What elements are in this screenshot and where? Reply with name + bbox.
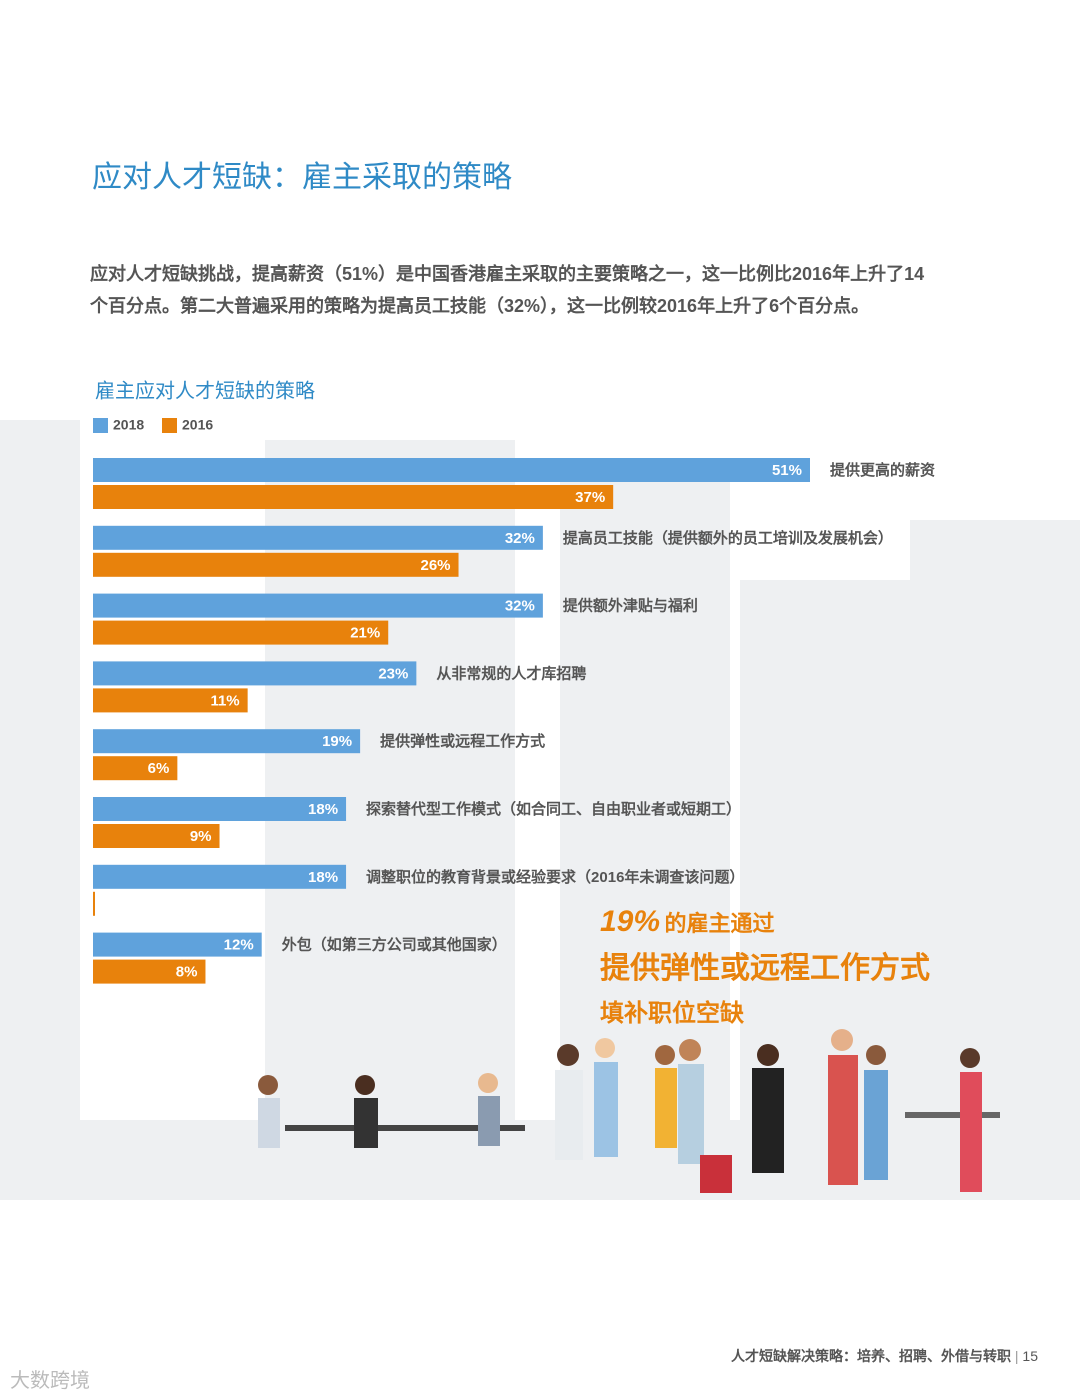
footer-text: 人才短缺解决策略：培养、招聘、外借与转职: [731, 1348, 1011, 1364]
intro-paragraph: 应对人才短缺挑战，提高薪资（51%）是中国香港雇主采取的主要策略之一，这一比例比…: [90, 264, 925, 316]
chart-title: 雇主应对人才短缺的策略: [95, 379, 315, 402]
legend-label: 2016: [182, 417, 213, 433]
category-label: 调整职位的教育背景或经验要求（2016年未调查该问题）: [366, 868, 744, 886]
value-label: 26%: [420, 557, 450, 574]
people-illustration: [258, 1029, 1000, 1193]
bar: [93, 729, 361, 754]
bar: [93, 552, 459, 577]
value-label: 8%: [176, 964, 198, 981]
value-label: 32%: [505, 598, 535, 615]
value-label: 21%: [350, 625, 380, 642]
bar: [93, 797, 347, 821]
callout-text: 提供弹性或远程工作方式: [600, 952, 930, 985]
bar: [93, 864, 347, 889]
value-label: 32%: [505, 530, 535, 547]
background-buildings: [0, 420, 1080, 1200]
callout-text: 填补职位空缺: [600, 1000, 744, 1027]
bar: [93, 824, 220, 848]
bar: [93, 688, 248, 713]
footer: 人才短缺解决策略：培养、招聘、外借与转职 | 15: [731, 1348, 1038, 1364]
category-label: 外包（如第三方公司或其他国家）: [281, 936, 507, 954]
bar: [93, 756, 178, 781]
value-label: 6%: [148, 760, 170, 777]
value-label: 18%: [308, 801, 338, 818]
value-label: 11%: [210, 692, 239, 709]
value-label: 12%: [224, 937, 254, 954]
value-label: 18%: [308, 869, 338, 886]
bar: [93, 485, 614, 509]
page-number: 15: [1022, 1348, 1038, 1364]
category-label: 提供更高的薪资: [830, 461, 935, 479]
legend-swatch: [162, 418, 177, 433]
category-label: 提高员工技能（提供额外的员工培训及发展机会）: [563, 529, 893, 547]
bar: [93, 525, 543, 550]
bar: [93, 661, 417, 686]
category-label: 提供弹性或远程工作方式: [380, 732, 545, 750]
bar: [93, 932, 262, 957]
category-label: 从非常规的人才库招聘: [436, 664, 586, 682]
category-label: 探索替代型工作模式（如合同工、自由职业者或短期工）: [366, 800, 741, 818]
bar: [93, 959, 206, 984]
category-label: 提供额外津贴与福利: [563, 597, 698, 615]
value-label: 51%: [772, 462, 802, 479]
no-data-stub: [93, 891, 95, 916]
bar: [93, 593, 543, 618]
value-label: 37%: [575, 489, 605, 506]
legend-swatch: [93, 418, 108, 433]
callout-text: 的雇主通过: [664, 911, 775, 936]
legend-label: 2018: [113, 417, 144, 433]
page-title: 应对人才短缺：雇主采取的策略: [92, 161, 512, 194]
watermark: 大数跨境: [10, 1370, 90, 1392]
callout: 19% 的雇主通过 提供弹性或远程工作方式 填补职位空缺: [600, 905, 930, 1028]
bar: [93, 620, 389, 645]
bar: [93, 458, 810, 482]
callout-figure: 19%: [600, 905, 661, 938]
value-label: 23%: [378, 665, 408, 682]
value-label: 9%: [190, 828, 212, 845]
value-label: 19%: [322, 733, 352, 750]
